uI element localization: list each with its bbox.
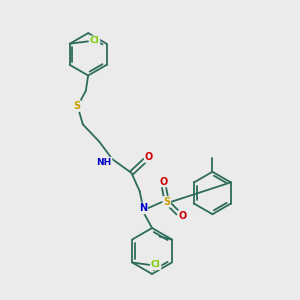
Text: N: N xyxy=(139,203,147,213)
Text: NH: NH xyxy=(96,158,112,166)
Text: S: S xyxy=(163,197,170,207)
Text: Cl: Cl xyxy=(90,36,99,45)
Text: O: O xyxy=(145,152,153,162)
Text: O: O xyxy=(178,211,187,221)
Text: S: S xyxy=(74,101,80,111)
Text: Cl: Cl xyxy=(151,260,160,269)
Text: O: O xyxy=(159,176,167,187)
